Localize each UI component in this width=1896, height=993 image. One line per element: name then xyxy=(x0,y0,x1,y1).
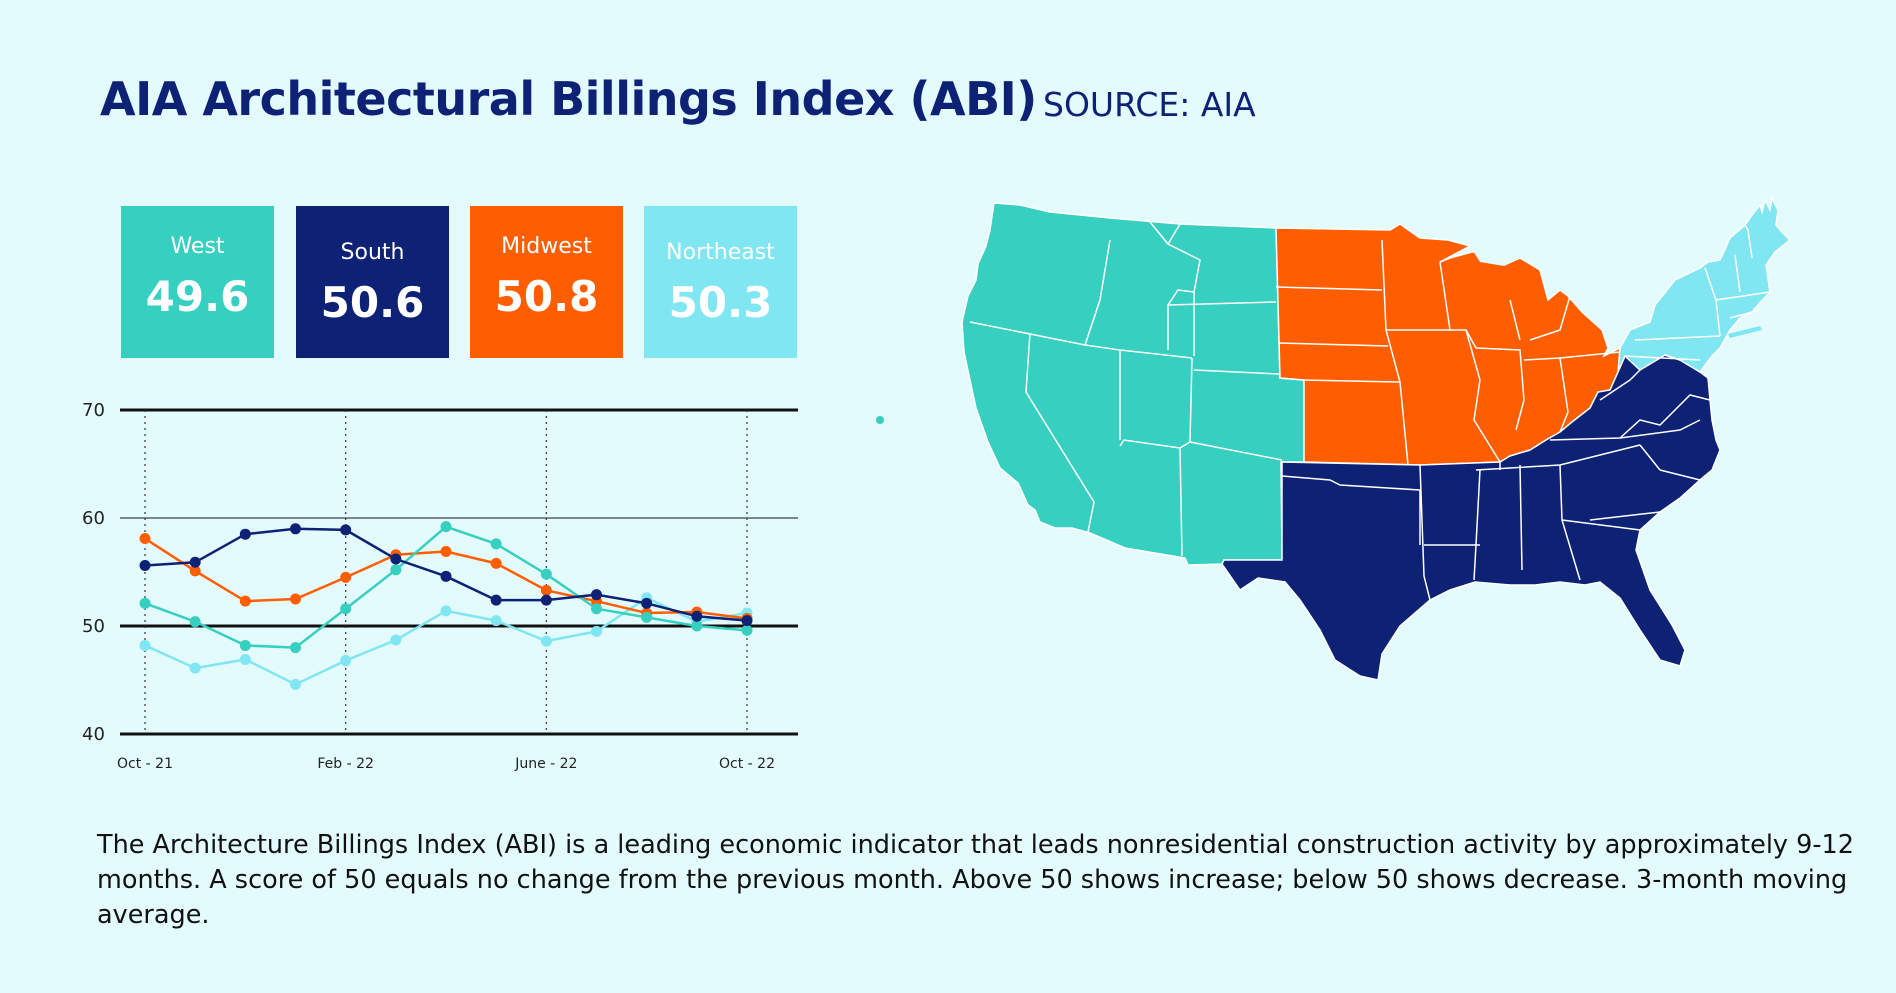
x-tick-label: Oct - 22 xyxy=(719,756,775,772)
data-point-midwest xyxy=(490,557,502,569)
map-region-northeast xyxy=(1617,195,1792,373)
map-region-south xyxy=(1221,354,1721,681)
map-region-midwest-borders xyxy=(1275,239,1621,466)
y-tick-label: 50 xyxy=(82,616,105,637)
data-point-south xyxy=(641,597,653,609)
data-point-midwest xyxy=(440,545,452,557)
page-title: AIA Architectural Billings Index (ABI) xyxy=(100,72,1037,126)
data-point-midwest xyxy=(290,593,301,605)
data-point-south xyxy=(490,594,502,606)
y-tick-label: 60 xyxy=(82,508,105,529)
data-point-midwest xyxy=(189,565,201,577)
data-point-west xyxy=(591,603,602,615)
data-point-west xyxy=(741,624,753,636)
map-long-island xyxy=(1728,326,1762,338)
data-point-northeast xyxy=(490,615,502,627)
map-stray-dot xyxy=(876,416,884,424)
data-point-northeast xyxy=(340,655,352,667)
data-point-west xyxy=(691,620,703,632)
region-card-south: South 50.6 xyxy=(296,206,449,358)
data-point-south xyxy=(691,610,703,622)
data-point-south xyxy=(591,589,602,601)
data-point-west xyxy=(239,639,251,651)
y-tick-label: 40 xyxy=(82,724,105,745)
data-point-south xyxy=(540,594,552,606)
map-region-south-borders xyxy=(1281,369,1711,601)
region-card-name: South xyxy=(340,240,405,265)
region-card-value: 50.8 xyxy=(494,272,599,321)
data-point-northeast xyxy=(139,639,151,651)
region-card-value: 50.6 xyxy=(320,278,425,327)
data-point-south xyxy=(440,570,452,582)
source-label: SOURCE: AIA xyxy=(1043,85,1256,124)
data-point-midwest xyxy=(239,595,251,607)
data-point-midwest xyxy=(540,584,552,596)
map-region-west-borders xyxy=(969,221,1301,557)
data-point-south xyxy=(189,556,201,568)
data-point-west xyxy=(641,611,653,623)
data-point-west xyxy=(340,603,352,615)
data-point-west xyxy=(139,597,151,609)
data-point-northeast xyxy=(239,653,251,665)
data-point-west xyxy=(290,642,301,654)
data-point-northeast xyxy=(440,605,452,617)
y-tick-label: 70 xyxy=(82,400,105,421)
region-card-value: 50.3 xyxy=(668,278,773,327)
abi-line-chart: 70 60 50 40 Oct - 21 Feb - 22 June - 22 Oct - 2… xyxy=(82,400,798,772)
x-tick-label: June - 22 xyxy=(514,756,577,772)
map-region-south-shape xyxy=(1221,354,1721,681)
region-card-west: West 49.6 xyxy=(121,206,274,358)
data-point-south xyxy=(340,524,352,536)
data-point-northeast xyxy=(390,634,402,646)
region-card-value: 49.6 xyxy=(145,272,250,321)
data-point-west xyxy=(540,568,552,580)
data-point-south xyxy=(390,553,402,565)
data-point-west xyxy=(390,564,402,576)
data-point-south xyxy=(239,528,251,540)
data-point-northeast xyxy=(540,635,552,647)
map-region-northeast-shape xyxy=(1617,195,1792,373)
map-region-west-shape xyxy=(961,202,1305,566)
data-point-south xyxy=(290,523,301,535)
data-point-midwest xyxy=(340,571,352,583)
region-card-name: Midwest xyxy=(501,234,592,259)
data-point-west xyxy=(490,538,502,550)
region-card-northeast: Northeast 50.3 xyxy=(644,206,797,358)
x-tick-label: Oct - 21 xyxy=(117,756,173,772)
region-card-name: Northeast xyxy=(666,240,775,265)
data-point-midwest xyxy=(139,533,151,545)
data-point-northeast xyxy=(290,678,301,690)
map-michigan-upper xyxy=(1470,246,1522,266)
data-point-northeast xyxy=(591,625,602,637)
x-tick-label: Feb - 22 xyxy=(317,756,374,772)
data-point-northeast xyxy=(189,662,201,674)
region-card-midwest: Midwest 50.8 xyxy=(470,206,623,358)
region-card-name: West xyxy=(170,234,225,259)
data-point-west xyxy=(189,616,201,628)
map-region-northeast-borders xyxy=(1624,224,1771,361)
data-point-south xyxy=(741,615,753,627)
description-text: The Architecture Billings Index (ABI) is… xyxy=(97,830,1854,930)
data-point-south xyxy=(139,560,151,572)
data-point-west xyxy=(440,521,452,533)
map-region-west xyxy=(961,202,1305,566)
